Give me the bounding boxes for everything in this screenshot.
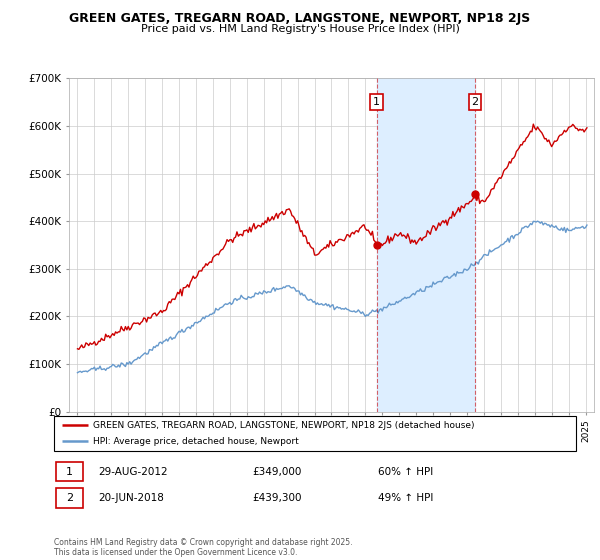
Bar — [56, 488, 83, 508]
Text: £349,000: £349,000 — [253, 466, 302, 477]
Text: 1: 1 — [66, 466, 73, 477]
Text: GREEN GATES, TREGARN ROAD, LANGSTONE, NEWPORT, NP18 2JS: GREEN GATES, TREGARN ROAD, LANGSTONE, NE… — [70, 12, 530, 25]
Text: Contains HM Land Registry data © Crown copyright and database right 2025.
This d: Contains HM Land Registry data © Crown c… — [54, 538, 353, 557]
Text: 2: 2 — [66, 493, 73, 503]
Text: HPI: Average price, detached house, Newport: HPI: Average price, detached house, Newp… — [93, 437, 299, 446]
Bar — [377, 78, 475, 412]
Text: 1: 1 — [373, 97, 380, 107]
Text: GREEN GATES, TREGARN ROAD, LANGSTONE, NEWPORT, NP18 2JS (detached house): GREEN GATES, TREGARN ROAD, LANGSTONE, NE… — [93, 421, 475, 430]
Text: 49% ↑ HPI: 49% ↑ HPI — [377, 493, 433, 503]
Bar — [56, 461, 83, 482]
Text: Price paid vs. HM Land Registry's House Price Index (HPI): Price paid vs. HM Land Registry's House … — [140, 24, 460, 34]
Text: 60% ↑ HPI: 60% ↑ HPI — [377, 466, 433, 477]
Text: 2: 2 — [472, 97, 479, 107]
Text: 29-AUG-2012: 29-AUG-2012 — [98, 466, 168, 477]
Text: 20-JUN-2018: 20-JUN-2018 — [98, 493, 164, 503]
Text: £439,300: £439,300 — [253, 493, 302, 503]
